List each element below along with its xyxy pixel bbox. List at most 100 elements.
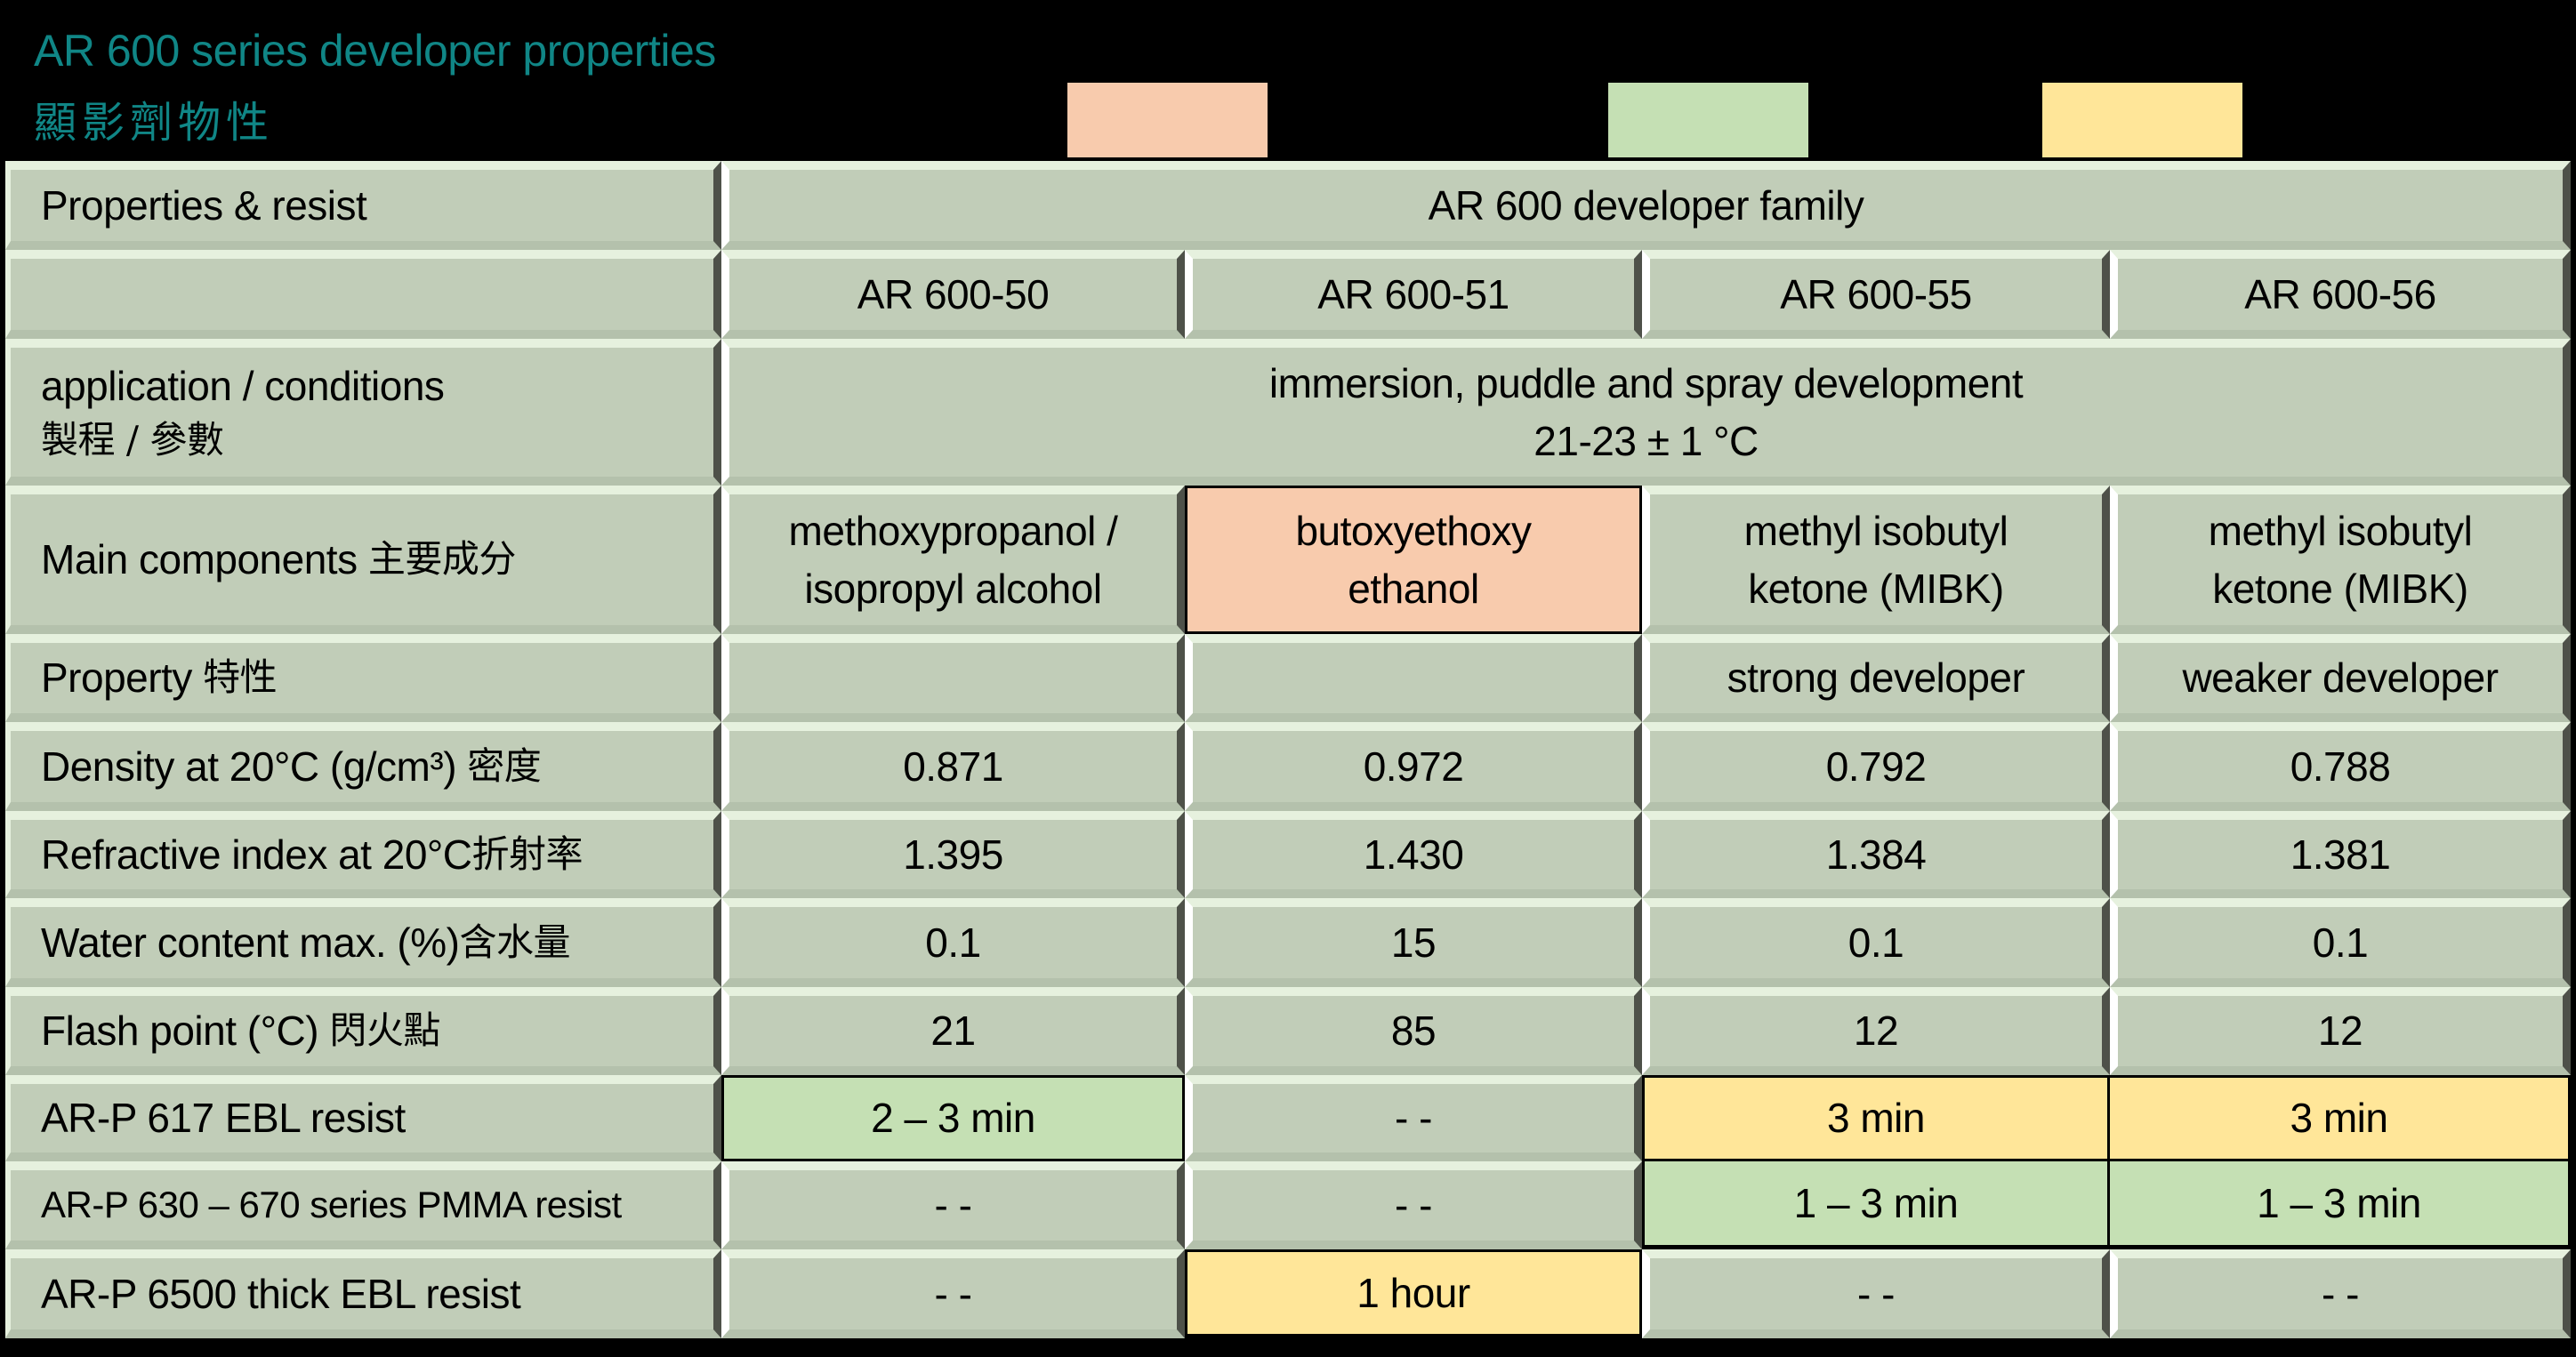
column-header-label: AR 600-56	[2244, 270, 2436, 317]
cell-text: 0.972	[1363, 743, 1464, 790]
cell-text: methoxypropanol /	[788, 508, 1118, 555]
column-header-label: AR 600-50	[857, 270, 1050, 317]
column-header: AR 600-51	[1185, 250, 1642, 339]
cell-text: strong developer	[1727, 654, 2025, 702]
row-label: AR-P 617 EBL resist	[41, 1095, 406, 1142]
cell-text: 15	[1390, 919, 1437, 966]
table-cell: - -	[2110, 1249, 2571, 1338]
row-label-chinese: 特性	[203, 655, 278, 700]
table-cell	[721, 634, 1185, 722]
table-cell-highlight-yellow: 3 min	[1642, 1075, 2110, 1161]
cell-text: - -	[2322, 1270, 2359, 1317]
table-cell: 85	[1185, 987, 1642, 1075]
table-cell: 0.788	[2110, 722, 2571, 811]
table-cell: 12	[1642, 987, 2110, 1075]
table-cell: 0.1	[1642, 898, 2110, 987]
table-cell: 21	[721, 987, 1185, 1075]
cell-text: 0.788	[2290, 743, 2391, 790]
row-label: AR-P 6500 thick EBL resist	[41, 1270, 521, 1317]
family-header: AR 600 developer family	[721, 161, 2571, 250]
cell-text: 1.381	[2290, 831, 2391, 878]
table-cell: - -	[1642, 1249, 2110, 1338]
application-temperature: 21-23 ± 1 °C	[1534, 417, 1759, 464]
table-cell: 1.381	[2110, 811, 2571, 898]
row-label-flash-point: Flash point (°C) 閃火點	[5, 987, 721, 1075]
cell-text: 21	[930, 1008, 976, 1055]
table-cell: - -	[721, 1249, 1185, 1338]
cell-text: weaker developer	[2182, 654, 2499, 702]
cell-text: 1 – 3 min	[2257, 1179, 2421, 1226]
column-header: AR 600-50	[721, 250, 1185, 339]
row-label-property: Property 特性	[5, 634, 721, 722]
family-label: AR 600 developer family	[1428, 181, 1864, 229]
row-label-density: Density at 20°C (g/cm³) 密度	[5, 722, 721, 811]
legend-swatch-green	[1608, 83, 1808, 157]
row-label: Water content max. (%)	[41, 919, 460, 966]
table-cell: - -	[1185, 1161, 1642, 1249]
cell-text: 0.1	[925, 919, 981, 966]
table-cell	[1185, 634, 1642, 722]
cell-text: - -	[1395, 1095, 1432, 1142]
column-header-label: AR 600-55	[1780, 270, 1972, 317]
table-cell: weaker developer	[2110, 634, 2571, 722]
table-cell-highlight-green: 2 – 3 min	[721, 1075, 1185, 1161]
cell-text: 1 hour	[1356, 1269, 1470, 1316]
row-label-chinese: 閃火點	[329, 1008, 440, 1053]
row-label-chinese: 含水量	[459, 919, 570, 964]
column-header: AR 600-55	[1642, 250, 2110, 339]
cell-text: 0.871	[903, 743, 1003, 790]
application-method: immersion, puddle and spray development	[1268, 360, 2024, 407]
row-label-refractive-index: Refractive index at 20°C 折射率	[5, 811, 721, 898]
table-cell: methyl isobutyl ketone (MIBK)	[2110, 486, 2571, 634]
row-label-application: application / conditions 製程 / 參數	[5, 339, 721, 486]
cell-text: 0.792	[1825, 743, 1927, 790]
legend-swatch-peach	[1067, 83, 1268, 157]
cell-text: ketone (MIBK)	[2212, 565, 2468, 612]
table-cell: 0.972	[1185, 722, 1642, 811]
table-cell: - -	[1185, 1075, 1642, 1161]
table-cell: - -	[721, 1161, 1185, 1249]
row-label-chinese: 折射率	[471, 831, 584, 876]
table-cell-highlight-green: 1 – 3 min	[2107, 1159, 2571, 1248]
table-cell-highlight-yellow: 1 hour	[1185, 1249, 1642, 1337]
table-cell: 12	[2110, 987, 2571, 1075]
cell-text: methyl isobutyl	[1743, 508, 2008, 555]
table-cell: 15	[1185, 898, 1642, 987]
cell-text: 3 min	[1827, 1095, 1925, 1142]
cell-text: 1.395	[903, 831, 1003, 878]
table-cell: 1.430	[1185, 811, 1642, 898]
row-label: AR-P 630 – 670 series PMMA resist	[41, 1184, 622, 1226]
table-cell-highlight-green: 1 – 3 min	[1642, 1159, 2110, 1248]
cell-text: 12	[1853, 1008, 1899, 1055]
row-label: Flash point (°C)	[41, 1008, 319, 1055]
table-cell: methoxypropanol / isopropyl alcohol	[721, 486, 1185, 634]
cell-text: 0.1	[1847, 919, 1904, 966]
application-value: immersion, puddle and spray development …	[721, 339, 2571, 486]
row-label-ar-p-6500: AR-P 6500 thick EBL resist	[5, 1249, 721, 1338]
row-label: application / conditions	[41, 362, 445, 409]
row-label: Main components	[41, 536, 358, 583]
column-header: AR 600-56	[2110, 250, 2571, 339]
cell-text: 3 min	[2290, 1095, 2388, 1142]
cell-text: 2 – 3 min	[871, 1095, 1035, 1142]
column-header-blank	[5, 250, 721, 339]
table-cell-highlight-yellow: 3 min	[2107, 1075, 2571, 1161]
cell-text: 1.430	[1363, 831, 1464, 878]
table-cell: 1.395	[721, 811, 1185, 898]
row-label: Density at 20°C (g/cm³)	[41, 743, 457, 790]
cell-text: 85	[1390, 1008, 1437, 1055]
cell-text: - -	[934, 1182, 972, 1229]
cell-text: isopropyl alcohol	[804, 565, 1102, 612]
table-cell: methyl isobutyl ketone (MIBK)	[1642, 486, 2110, 634]
legend-swatch-yellow	[2042, 83, 2242, 157]
page-title: AR 600 series developer properties	[34, 26, 716, 76]
table-cell: 0.1	[2110, 898, 2571, 987]
row-label-chinese: 製程 / 參數	[41, 418, 224, 462]
table-cell: strong developer	[1642, 634, 2110, 722]
cell-text: ethanol	[1348, 565, 1479, 612]
table-cell-highlight-peach: butoxyethoxy ethanol	[1185, 486, 1642, 634]
cell-text: 12	[2317, 1008, 2363, 1055]
row-label: Refractive index at 20°C	[41, 831, 472, 878]
cell-text: - -	[934, 1270, 972, 1317]
table-cell: 0.1	[721, 898, 1185, 987]
